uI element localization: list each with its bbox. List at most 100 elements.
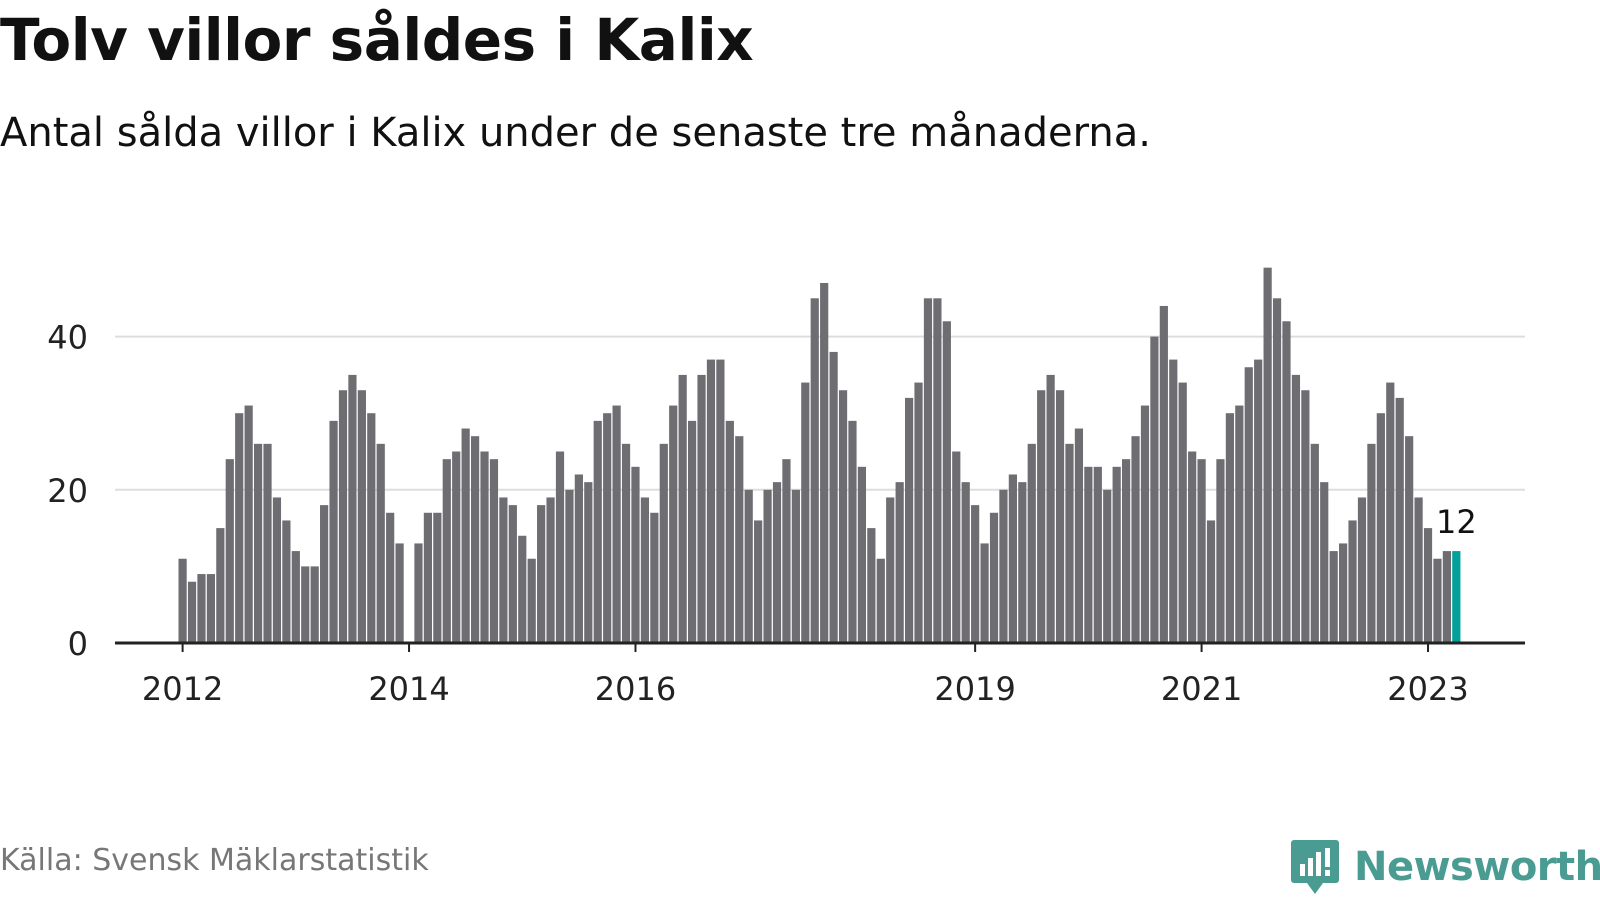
- bar: [1169, 359, 1178, 643]
- labels: 0 20 40 2012 2014 2016 2019 2021 2023 12: [47, 319, 1476, 708]
- bar: [1395, 397, 1404, 643]
- bar: [952, 451, 961, 643]
- bar: [1272, 298, 1282, 643]
- bar: [1301, 390, 1310, 643]
- bar: [905, 397, 914, 643]
- y-tick-label: 40: [47, 319, 88, 357]
- bar: [527, 558, 536, 643]
- bar: [1320, 482, 1329, 643]
- bar: [942, 321, 951, 643]
- bar: [1442, 551, 1451, 643]
- bar: [744, 489, 753, 643]
- bar: [386, 512, 395, 643]
- bar: [367, 413, 376, 643]
- bar: [301, 566, 310, 643]
- bar: [480, 451, 489, 643]
- bar: [1150, 336, 1159, 643]
- bar: [895, 482, 904, 643]
- newsworthy-brand: Newsworthy: [1290, 838, 1600, 896]
- bar: [1140, 405, 1150, 643]
- bar: [565, 489, 574, 643]
- bar: [244, 405, 253, 643]
- bar: [1188, 451, 1197, 643]
- bar: [197, 574, 206, 643]
- bar: [518, 535, 527, 643]
- bar: [801, 382, 810, 643]
- bar: [735, 436, 744, 643]
- bar: [820, 282, 829, 643]
- source-note: Källa: Svensk Mäklarstatistik: [0, 843, 429, 878]
- bar: [508, 505, 517, 643]
- bar: [593, 420, 602, 643]
- bar: [933, 298, 942, 643]
- bar: [669, 405, 678, 643]
- bar: [1423, 528, 1433, 643]
- bar: [687, 420, 697, 643]
- x-tick-label: 2023: [1387, 670, 1468, 708]
- bar: [1037, 390, 1046, 643]
- bar: [225, 459, 234, 643]
- newsworthy-logo-icon: [1291, 840, 1339, 894]
- bar: [914, 382, 923, 643]
- bar: [1122, 459, 1131, 643]
- bar: [1093, 466, 1102, 643]
- bar: [1263, 267, 1272, 643]
- bar: [1131, 436, 1140, 643]
- bar: [499, 497, 508, 643]
- chart-subtitle: Antal sålda villor i Kalix under de sena…: [0, 110, 1151, 156]
- bar: [848, 420, 857, 643]
- bar: [1339, 543, 1348, 643]
- bar: [1046, 374, 1055, 643]
- bar: [1282, 321, 1291, 643]
- bar: [1254, 359, 1263, 643]
- bar: [423, 512, 433, 643]
- bar: [838, 390, 848, 643]
- bar: [678, 374, 687, 643]
- bar: [1112, 466, 1121, 643]
- bar: [772, 482, 782, 643]
- x-tick-label: 2014: [368, 670, 449, 708]
- y-tick-label: 0: [68, 625, 88, 663]
- bar: [1206, 520, 1216, 643]
- bar: [782, 459, 791, 643]
- bar: [395, 543, 404, 643]
- bar: [876, 558, 885, 643]
- bar: [980, 543, 989, 643]
- x-tick-label: 2021: [1161, 670, 1242, 708]
- bar: [1159, 305, 1168, 643]
- bar: [697, 374, 706, 643]
- bar-highlight: [1452, 551, 1461, 643]
- bar: [989, 512, 999, 643]
- bar: [716, 359, 725, 643]
- bar: [1348, 520, 1357, 643]
- bar: [574, 474, 583, 643]
- bar: [886, 497, 895, 643]
- bar: [1386, 382, 1395, 643]
- bar: [1367, 443, 1376, 643]
- axes: [115, 641, 1525, 652]
- bar: [706, 359, 716, 643]
- bar: [1074, 428, 1084, 643]
- bar: [442, 459, 451, 643]
- bar: [546, 497, 555, 643]
- bar: [206, 574, 216, 643]
- bar: [1008, 474, 1017, 643]
- bar: [338, 390, 348, 643]
- bar: [1433, 558, 1442, 643]
- bar: [329, 420, 338, 643]
- bar: [1055, 390, 1065, 643]
- bar: [631, 466, 640, 643]
- brand-name: Newsworthy: [1354, 844, 1600, 890]
- bar: [867, 528, 876, 643]
- bar: [791, 489, 800, 643]
- bar: [810, 298, 819, 643]
- bar: [1103, 489, 1112, 643]
- bar: [235, 413, 244, 643]
- bar: [376, 443, 385, 643]
- bar: [555, 451, 565, 643]
- bar: [999, 489, 1008, 643]
- bar: [216, 528, 225, 643]
- bar: [971, 505, 980, 643]
- bar: [1235, 405, 1244, 643]
- bar: [1084, 466, 1093, 643]
